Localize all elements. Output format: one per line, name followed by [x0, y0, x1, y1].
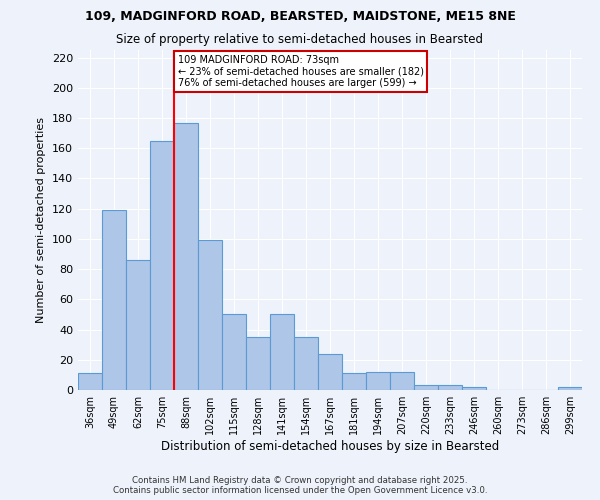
Text: 109, MADGINFORD ROAD, BEARSTED, MAIDSTONE, ME15 8NE: 109, MADGINFORD ROAD, BEARSTED, MAIDSTON… — [85, 10, 515, 23]
Bar — [198, 240, 222, 390]
Bar — [78, 374, 102, 390]
Bar — [174, 122, 198, 390]
Bar — [102, 210, 126, 390]
Bar — [294, 337, 318, 390]
Bar — [150, 140, 174, 390]
Y-axis label: Number of semi-detached properties: Number of semi-detached properties — [37, 117, 46, 323]
Bar — [414, 386, 438, 390]
Bar — [126, 260, 150, 390]
Bar — [390, 372, 414, 390]
Text: 109 MADGINFORD ROAD: 73sqm
← 23% of semi-detached houses are smaller (182)
76% o: 109 MADGINFORD ROAD: 73sqm ← 23% of semi… — [178, 54, 424, 88]
X-axis label: Distribution of semi-detached houses by size in Bearsted: Distribution of semi-detached houses by … — [161, 440, 499, 453]
Bar — [438, 386, 462, 390]
Text: Contains HM Land Registry data © Crown copyright and database right 2025.
Contai: Contains HM Land Registry data © Crown c… — [113, 476, 487, 495]
Bar — [558, 387, 582, 390]
Bar — [342, 374, 366, 390]
Bar — [222, 314, 246, 390]
Bar — [246, 337, 270, 390]
Bar — [318, 354, 342, 390]
Bar — [462, 387, 486, 390]
Text: Size of property relative to semi-detached houses in Bearsted: Size of property relative to semi-detach… — [116, 32, 484, 46]
Bar — [366, 372, 390, 390]
Bar — [270, 314, 294, 390]
